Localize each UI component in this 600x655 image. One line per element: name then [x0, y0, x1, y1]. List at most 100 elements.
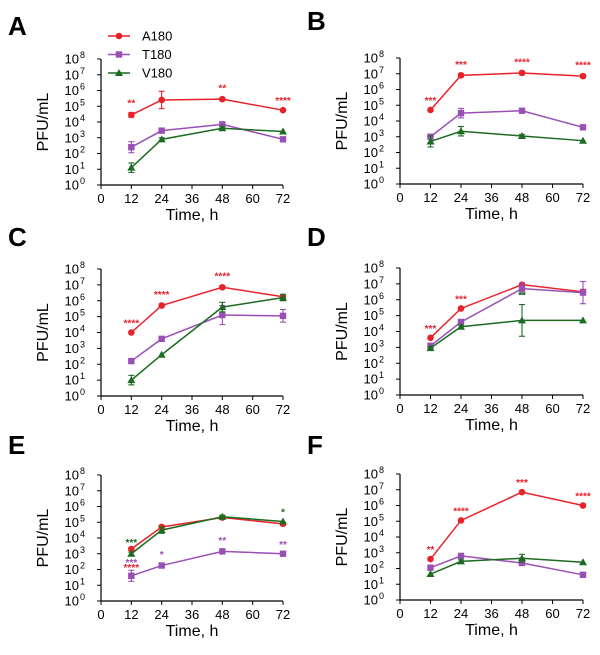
- data-point: [279, 550, 287, 557]
- data-point: [579, 571, 587, 578]
- x-tick-label: 12: [423, 401, 437, 416]
- x-tick-label: 24: [454, 190, 468, 205]
- y-tick-exponent: 3: [80, 545, 85, 555]
- x-tick-label: 24: [154, 607, 168, 622]
- y-tick-label: 10: [65, 531, 79, 546]
- y-tick-exponent: 1: [80, 160, 85, 170]
- legend-label: V180: [142, 66, 172, 81]
- x-tick-label: 24: [154, 191, 168, 206]
- data-point: [158, 562, 165, 569]
- x-axis-title: Time, h: [166, 623, 219, 640]
- data-point: [518, 316, 526, 324]
- y-tick-exponent: 2: [379, 560, 384, 570]
- y-tick-exponent: 1: [379, 575, 384, 585]
- y-tick-exponent: 6: [80, 292, 85, 302]
- x-tick-label: 24: [454, 606, 468, 621]
- series-line: [430, 319, 583, 349]
- y-tick-label: 10: [65, 483, 79, 498]
- y-tick-exponent: 7: [80, 66, 85, 76]
- y-tick-label: 10: [65, 594, 79, 609]
- y-tick-exponent: 6: [379, 291, 384, 301]
- data-point: [128, 545, 135, 553]
- series-v180: [426, 553, 587, 578]
- significance-label: ***: [425, 96, 437, 107]
- data-point: [457, 72, 465, 79]
- significance-label: ****: [453, 506, 469, 517]
- significance-label: **: [127, 99, 135, 110]
- x-tick-label: 12: [423, 606, 437, 621]
- y-tick-label: 10: [364, 82, 378, 97]
- data-point: [518, 559, 526, 567]
- y-tick-label: 10: [65, 546, 79, 561]
- x-axis-title: Time, h: [465, 417, 518, 434]
- data-point: [427, 106, 434, 114]
- data-point: [579, 72, 587, 80]
- y-tick-label: 10: [364, 161, 378, 176]
- y-tick-label: 10: [364, 482, 378, 497]
- x-tick-label: 48: [515, 190, 529, 205]
- significance-label: ****: [124, 319, 140, 330]
- y-tick-label: 10: [364, 340, 378, 355]
- series-line: [430, 557, 584, 575]
- legend-item-t180: T180: [108, 47, 172, 62]
- y-tick-label: 10: [65, 562, 79, 577]
- y-tick-exponent: 5: [379, 512, 384, 522]
- y-tick-exponent: 2: [379, 144, 384, 154]
- y-tick-label: 10: [364, 498, 378, 513]
- y-tick-label: 10: [364, 356, 378, 371]
- data-point: [127, 163, 136, 171]
- y-tick-label: 10: [65, 67, 79, 82]
- data-point: [579, 289, 587, 296]
- series-a180: ********: [127, 84, 291, 119]
- y-tick-exponent: 5: [80, 513, 85, 523]
- y-tick-label: 10: [65, 83, 79, 98]
- x-tick-label: 72: [276, 402, 290, 417]
- series-line: [430, 130, 584, 143]
- series-line: [130, 123, 284, 148]
- significance-label: **: [218, 536, 226, 547]
- significance-label: *: [281, 507, 285, 518]
- legend-item-a180: A180: [108, 29, 172, 44]
- y-tick-exponent: 2: [80, 355, 85, 365]
- y-tick-label: 10: [364, 514, 378, 529]
- data-point: [518, 554, 526, 562]
- y-tick-label: 10: [364, 51, 378, 66]
- x-tick-label: 48: [215, 607, 229, 622]
- x-tick-label: 12: [423, 190, 437, 205]
- x-tick-label: 0: [396, 401, 403, 416]
- y-tick-exponent: 4: [379, 112, 384, 122]
- y-tick-label: 10: [364, 577, 378, 592]
- x-axis-title: Time, h: [465, 622, 518, 639]
- y-axis-title: PFU/mL: [334, 92, 351, 151]
- x-tick-label: 0: [97, 402, 104, 417]
- y-tick-label: 10: [364, 593, 378, 608]
- panel-letter: D: [307, 222, 326, 252]
- data-point: [218, 303, 227, 311]
- y-tick-label: 10: [364, 292, 378, 307]
- y-tick-exponent: 5: [379, 96, 384, 106]
- x-tick-label: 48: [515, 606, 529, 621]
- series-line: [130, 515, 284, 555]
- y-tick-exponent: 7: [379, 481, 384, 491]
- data-point: [279, 312, 287, 320]
- data-point: [128, 357, 135, 365]
- data-point: [127, 549, 136, 557]
- x-tick-label: 72: [276, 191, 290, 206]
- y-tick-exponent: 2: [80, 561, 85, 571]
- panel-b: B10 010 110 210 310 410 510 610 710 80 12 24 36 48 60 7…: [307, 6, 591, 223]
- x-tick-label: 72: [576, 190, 590, 205]
- y-tick-label: 10: [65, 146, 79, 161]
- series-line: [130, 516, 284, 550]
- y-tick-label: 10: [364, 261, 378, 276]
- y-tick-label: 10: [364, 467, 378, 482]
- series-v180: [426, 125, 587, 148]
- significance-label: ****: [575, 492, 591, 503]
- x-tick-label: 36: [484, 401, 498, 416]
- y-axis-title: PFU/mL: [35, 509, 52, 568]
- y-tick-exponent: 4: [379, 323, 384, 333]
- y-tick-exponent: 7: [80, 276, 85, 286]
- y-tick-exponent: 8: [379, 259, 384, 269]
- data-point: [219, 311, 226, 319]
- data-point: [128, 572, 135, 579]
